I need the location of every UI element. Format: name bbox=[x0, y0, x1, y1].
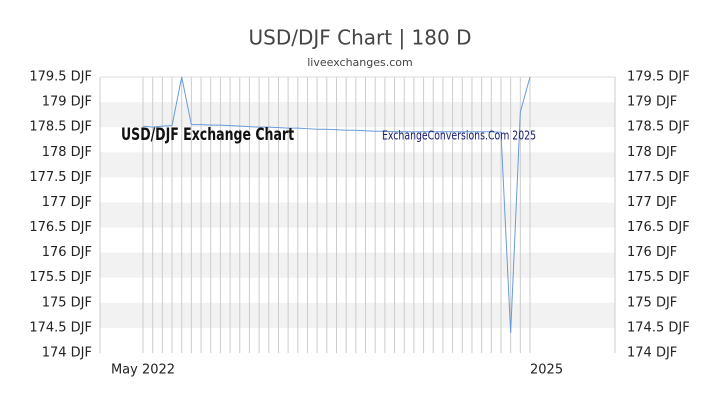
y-tick-label: 175 DJF bbox=[42, 295, 92, 310]
y-tick-label: 179.5 DJF bbox=[29, 70, 92, 85]
band bbox=[100, 252, 615, 278]
y-tick-label: 176.5 DJF bbox=[29, 220, 92, 235]
y2-tick-label: 176 DJF bbox=[627, 245, 677, 260]
y2-tick-label: 179 DJF bbox=[627, 95, 677, 110]
y-tick-label: 175.5 DJF bbox=[29, 270, 92, 285]
y2-tick-label: 175.5 DJF bbox=[627, 270, 690, 285]
annotation: USD/DJF Exchange Chart bbox=[121, 125, 294, 145]
y-tick-label: 174 DJF bbox=[42, 346, 92, 361]
y-tick-label: 179 DJF bbox=[42, 95, 92, 110]
y2-tick-label: 178.5 DJF bbox=[627, 120, 690, 135]
y2-tick-label: 174 DJF bbox=[627, 346, 677, 361]
y-tick-label: 177 DJF bbox=[42, 195, 92, 210]
y2-tick-label: 179.5 DJF bbox=[627, 70, 690, 85]
y-tick-label: 176 DJF bbox=[42, 245, 92, 260]
y-tick-label: 178.5 DJF bbox=[29, 120, 92, 135]
x-tick-label: May 2022 bbox=[111, 363, 175, 378]
y2-tick-label: 174.5 DJF bbox=[627, 320, 690, 335]
annotation: ExchangeConversions.Com 2025 bbox=[382, 128, 536, 142]
plot-area: 174 DJF 174 DJF 174.5 DJF 174.5 DJF 175 DJF 1… bbox=[29, 70, 689, 378]
band bbox=[100, 302, 615, 328]
y-tick-label: 178 DJF bbox=[42, 145, 92, 160]
y2-tick-label: 178 DJF bbox=[627, 145, 677, 160]
y2-tick-label: 175 DJF bbox=[627, 295, 677, 310]
y-tick-label: 174.5 DJF bbox=[29, 320, 92, 335]
y2-tick-label: 177.5 DJF bbox=[627, 170, 690, 185]
y-tick-label: 177.5 DJF bbox=[29, 170, 92, 185]
chart-subtitle: liveexchanges.com bbox=[307, 56, 412, 69]
y2-tick-label: 177 DJF bbox=[627, 195, 677, 210]
line bbox=[142, 76, 531, 333]
band bbox=[100, 202, 615, 228]
y2-tick-label: 176.5 DJF bbox=[627, 220, 690, 235]
chart-title: USD/DJF Chart | 180 D bbox=[249, 26, 472, 50]
band bbox=[100, 102, 615, 128]
x-tick-label: 2025 bbox=[530, 363, 563, 378]
band bbox=[100, 152, 615, 178]
